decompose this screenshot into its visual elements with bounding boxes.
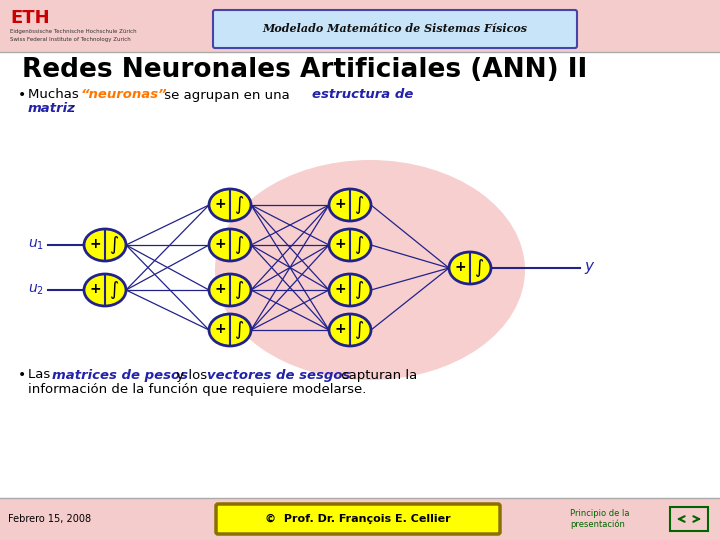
Text: capturan la: capturan la xyxy=(337,368,418,381)
Text: Febrero 15, 2008: Febrero 15, 2008 xyxy=(8,514,91,524)
Text: +: + xyxy=(90,237,102,251)
Text: $u_1$: $u_1$ xyxy=(28,238,44,252)
Ellipse shape xyxy=(84,274,126,306)
Ellipse shape xyxy=(449,252,491,284)
Text: Redes Neuronales Artificiales (ANN) II: Redes Neuronales Artificiales (ANN) II xyxy=(22,57,588,83)
FancyBboxPatch shape xyxy=(213,10,577,48)
Ellipse shape xyxy=(209,314,251,346)
Text: Modelado Matemático de Sistemas Físicos: Modelado Matemático de Sistemas Físicos xyxy=(263,24,528,35)
Text: estructura de: estructura de xyxy=(312,89,413,102)
Text: información de la función que requiere modelarse.: información de la función que requiere m… xyxy=(28,383,366,396)
Text: +: + xyxy=(335,197,346,211)
Ellipse shape xyxy=(84,229,126,261)
Text: :: : xyxy=(71,103,76,116)
Text: +: + xyxy=(215,197,226,211)
Text: •: • xyxy=(18,88,26,102)
Ellipse shape xyxy=(329,274,371,306)
Text: ©  Prof. Dr. François E. Cellier: © Prof. Dr. François E. Cellier xyxy=(265,514,451,524)
Text: “neuronas”: “neuronas” xyxy=(81,89,168,102)
Text: +: + xyxy=(335,282,346,296)
Text: +: + xyxy=(335,322,346,336)
Text: $y$: $y$ xyxy=(584,260,595,276)
Text: $\int$: $\int$ xyxy=(234,234,244,256)
Text: $\int$: $\int$ xyxy=(234,194,244,216)
Text: $\int$: $\int$ xyxy=(234,319,244,341)
Ellipse shape xyxy=(215,160,525,380)
Text: y los: y los xyxy=(172,368,212,381)
Text: ETH: ETH xyxy=(10,9,50,27)
Text: $\int$: $\int$ xyxy=(109,234,119,256)
Ellipse shape xyxy=(209,189,251,221)
Bar xyxy=(0,0,720,52)
Text: $\int$: $\int$ xyxy=(109,279,119,301)
Bar xyxy=(0,498,720,540)
Text: +: + xyxy=(335,237,346,251)
Text: +: + xyxy=(215,237,226,251)
Text: vectores de sesgos: vectores de sesgos xyxy=(207,368,351,381)
Text: Las: Las xyxy=(28,368,55,381)
Text: Principio de la: Principio de la xyxy=(570,510,629,518)
Text: $\int$: $\int$ xyxy=(354,234,364,256)
Ellipse shape xyxy=(209,229,251,261)
Bar xyxy=(670,507,708,531)
Text: Muchas: Muchas xyxy=(28,89,83,102)
Text: $\int$: $\int$ xyxy=(474,257,484,279)
Text: matriz: matriz xyxy=(28,103,76,116)
Text: $u_2$: $u_2$ xyxy=(28,283,44,297)
Text: matrices de pesos: matrices de pesos xyxy=(52,368,188,381)
Text: $\int$: $\int$ xyxy=(354,319,364,341)
Ellipse shape xyxy=(329,229,371,261)
Text: +: + xyxy=(215,282,226,296)
Text: Eidgenössische Technische Hochschule Zürich: Eidgenössische Technische Hochschule Zür… xyxy=(10,30,137,35)
Ellipse shape xyxy=(329,189,371,221)
Text: +: + xyxy=(215,322,226,336)
Text: •: • xyxy=(18,368,26,382)
Text: +: + xyxy=(90,282,102,296)
FancyBboxPatch shape xyxy=(216,504,500,534)
Ellipse shape xyxy=(329,314,371,346)
Ellipse shape xyxy=(209,274,251,306)
Text: +: + xyxy=(455,260,467,274)
Text: $\int$: $\int$ xyxy=(234,279,244,301)
Text: $\int$: $\int$ xyxy=(354,279,364,301)
Text: presentación: presentación xyxy=(570,519,625,529)
Text: se agrupan en una: se agrupan en una xyxy=(160,89,294,102)
Text: $\int$: $\int$ xyxy=(354,194,364,216)
Text: Swiss Federal Institute of Technology Zurich: Swiss Federal Institute of Technology Zu… xyxy=(10,37,131,42)
